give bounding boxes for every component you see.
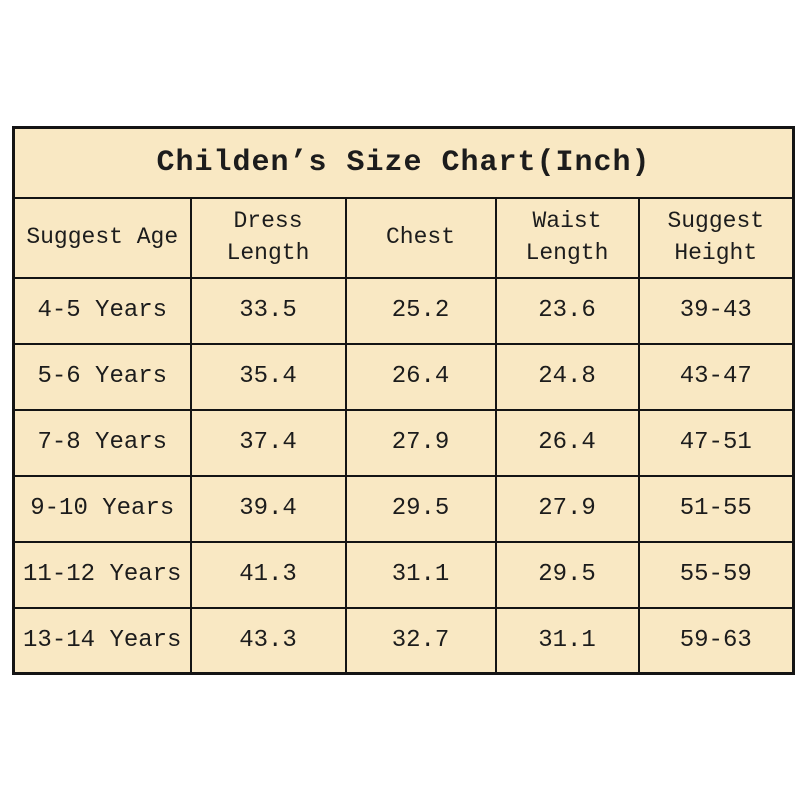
age-cell: 4-5 Years <box>12 276 192 345</box>
table-row: 11-12 Years 41.3 31.1 29.5 55-59 <box>12 540 795 609</box>
table-body: 4-5 Years 33.5 25.2 23.6 39-43 5-6 Years 35.4 2… <box>12 276 795 675</box>
value-cell: 26.4 <box>494 408 640 477</box>
table-row: 5-6 Years 35.4 26.4 24.8 43-47 <box>12 342 795 411</box>
table-row: 9-10 Years 39.4 29.5 27.9 51-55 <box>12 474 795 543</box>
age-cell: 7-8 Years <box>12 408 192 477</box>
value-cell: 43-47 <box>637 342 795 411</box>
header-cell-suggest-age: Suggest Age <box>12 196 192 279</box>
header-cell-waist-length: Waist Length <box>494 196 640 279</box>
value-cell: 59-63 <box>637 606 795 675</box>
value-cell: 31.1 <box>494 606 640 675</box>
value-cell: 31.1 <box>344 540 497 609</box>
value-cell: 25.2 <box>344 276 497 345</box>
table-title: Childen’s Size Chart(Inch) <box>12 126 795 199</box>
size-chart-table: Childen’s Size Chart(Inch) Suggest Age Dr… <box>12 126 795 675</box>
value-cell: 27.9 <box>494 474 640 543</box>
value-cell: 27.9 <box>344 408 497 477</box>
value-cell: 39-43 <box>637 276 795 345</box>
table-row: 7-8 Years 37.4 27.9 26.4 47-51 <box>12 408 795 477</box>
value-cell: 29.5 <box>494 540 640 609</box>
title-row: Childen’s Size Chart(Inch) <box>12 126 795 199</box>
age-cell: 9-10 Years <box>12 474 192 543</box>
value-cell: 32.7 <box>344 606 497 675</box>
header-cell-chest: Chest <box>344 196 497 279</box>
header-cell-suggest-height: Suggest Height <box>637 196 795 279</box>
value-cell: 23.6 <box>494 276 640 345</box>
value-cell: 39.4 <box>189 474 347 543</box>
age-cell: 13-14 Years <box>12 606 192 675</box>
value-cell: 47-51 <box>637 408 795 477</box>
age-cell: 5-6 Years <box>12 342 192 411</box>
value-cell: 37.4 <box>189 408 347 477</box>
header-cell-dress-length: Dress Length <box>189 196 347 279</box>
header-row: Suggest Age Dress Length Chest Waist Length… <box>12 196 795 279</box>
value-cell: 26.4 <box>344 342 497 411</box>
value-cell: 29.5 <box>344 474 497 543</box>
value-cell: 55-59 <box>637 540 795 609</box>
value-cell: 33.5 <box>189 276 347 345</box>
age-cell: 11-12 Years <box>12 540 192 609</box>
value-cell: 51-55 <box>637 474 795 543</box>
value-cell: 41.3 <box>189 540 347 609</box>
value-cell: 43.3 <box>189 606 347 675</box>
table-row: 13-14 Years 43.3 32.7 31.1 59-63 <box>12 606 795 675</box>
value-cell: 35.4 <box>189 342 347 411</box>
table-row: 4-5 Years 33.5 25.2 23.6 39-43 <box>12 276 795 345</box>
value-cell: 24.8 <box>494 342 640 411</box>
